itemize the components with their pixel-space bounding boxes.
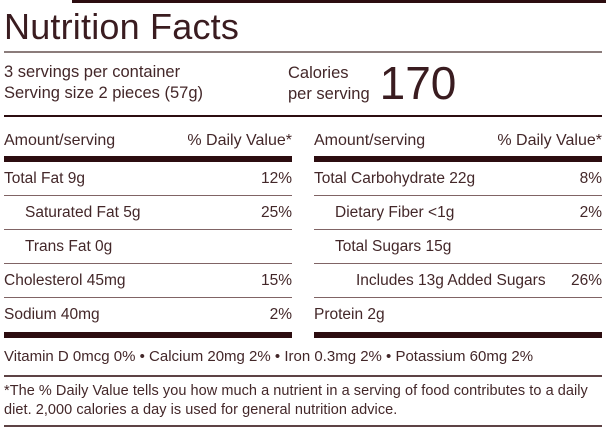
nutrient-row: Trans Fat 0g [4, 230, 292, 264]
column-header: Amount/serving % Daily Value* [314, 117, 602, 156]
header-bar [314, 156, 602, 162]
daily-value-header: % Daily Value* [187, 132, 292, 149]
daily-value-percent: 12% [260, 169, 292, 187]
daily-value-footnote: *The % Daily Value tells you how much a … [4, 383, 588, 418]
serving-info: 3 servings per container Serving size 2 … [4, 62, 288, 106]
nutrient-row: Saturated Fat 5g 25% [4, 196, 292, 230]
nutrient-name: Total Carbohydrate 22g [314, 169, 476, 187]
servings-per-container: 3 servings per container [4, 63, 181, 81]
nutrient-name: Total Fat 9g [4, 169, 85, 187]
nutrient-row: Total Fat 9g 12% [4, 162, 292, 196]
nutrient-name: Cholesterol 45mg [4, 271, 126, 289]
nutrient-name: Sodium 40mg [4, 306, 100, 323]
nutrient-row: Total Carbohydrate 22g 8% [314, 162, 602, 196]
column-header: Amount/serving % Daily Value* [4, 117, 292, 156]
nutrient-row: Sodium 40mg 2% [4, 298, 292, 332]
daily-value-percent: 2% [579, 203, 602, 221]
header-bar [4, 156, 292, 162]
daily-value-percent: 25% [260, 203, 292, 221]
nutrient-name: Total Sugars 15g [335, 237, 452, 255]
amount-header: Amount/serving [314, 132, 426, 149]
daily-value-percent: 26% [570, 271, 602, 289]
nutrient-column-left: Amount/serving % Daily Value* Total Fat … [4, 117, 292, 338]
nutrient-name: Dietary Fiber <1g [335, 203, 455, 221]
nutrient-column-right: Amount/serving % Daily Value* Total Carb… [314, 117, 602, 338]
daily-value-percent: 2% [269, 306, 292, 323]
calories-value: 170 [379, 57, 457, 109]
column-bottom-bar [314, 332, 602, 338]
bottom-divider [4, 425, 602, 427]
page-title: Nutrition Facts [4, 6, 240, 47]
column-bottom-bar [4, 332, 292, 338]
nutrient-name: Trans Fat 0g [25, 237, 113, 255]
nutrient-row: Total Sugars 15g [314, 230, 602, 264]
nutrient-row: Dietary Fiber <1g 2% [314, 196, 602, 230]
nutrient-name: Saturated Fat 5g [25, 203, 141, 221]
serving-section: 3 servings per container Serving size 2 … [4, 57, 602, 109]
micronutrients-line: Vitamin D 0mcg 0% • Calcium 20mg 2% • Ir… [4, 348, 534, 365]
nutrient-columns: Amount/serving % Daily Value* Total Fat … [4, 117, 602, 338]
nutrient-row: Includes 13g Added Sugars 26% [314, 264, 602, 298]
calories-block: Calories per serving 170 [288, 57, 457, 109]
top-border-bar [72, 0, 606, 3]
nutrient-name: Includes 13g Added Sugars [356, 271, 546, 289]
calories-label: Calories per serving [288, 64, 370, 103]
daily-value-header: % Daily Value* [497, 132, 602, 149]
nutrient-row: Cholesterol 45mg 15% [4, 264, 292, 298]
amount-header: Amount/serving [4, 132, 116, 149]
micronutrients-divider [4, 375, 602, 377]
serving-size: Serving size 2 pieces (57g) [4, 84, 204, 102]
daily-value-percent: 8% [579, 169, 602, 187]
daily-value-percent: 15% [260, 271, 292, 289]
title-divider [4, 51, 602, 53]
serving-divider [4, 115, 602, 117]
nutrient-name: Protein 2g [314, 306, 385, 323]
nutrient-row: Protein 2g [314, 298, 602, 332]
